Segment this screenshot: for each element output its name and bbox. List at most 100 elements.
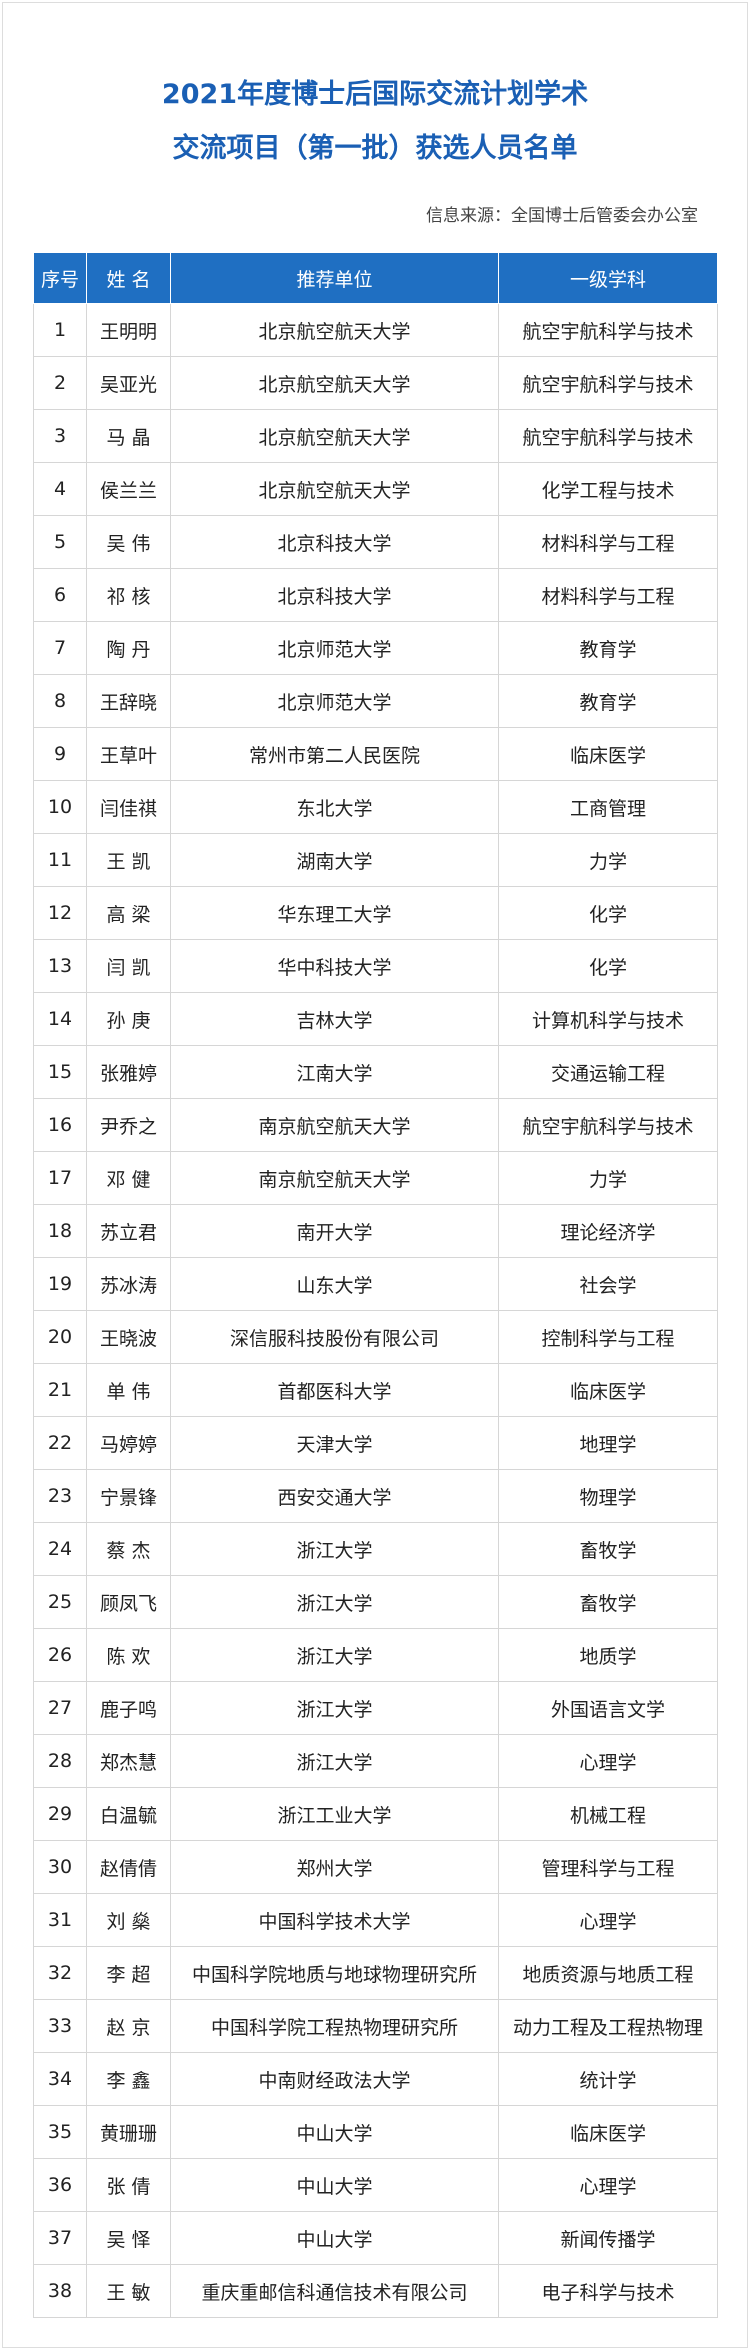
institution: 北京科技大学 xyxy=(170,515,499,569)
institution: 重庆重邮信科通信技术有限公司 xyxy=(170,2264,499,2318)
discipline: 航空宇航科学与技术 xyxy=(498,303,718,357)
name: 邓 健 xyxy=(86,1151,171,1205)
name: 李 超 xyxy=(86,1946,171,2000)
institution: 南京航空航天大学 xyxy=(170,1151,499,1205)
name: 赵倩倩 xyxy=(86,1840,171,1894)
name: 张雅婷 xyxy=(86,1045,171,1099)
table-row: 22 马婷婷 天津大学 地理学 xyxy=(33,1416,718,1470)
institution: 中山大学 xyxy=(170,2105,499,2159)
table-row: 35 黄珊珊 中山大学 临床医学 xyxy=(33,2105,718,2159)
table-row: 27 鹿子鸣 浙江大学 外国语言文学 xyxy=(33,1681,718,1735)
institution: 首都医科大学 xyxy=(170,1363,499,1417)
institution: 华中科技大学 xyxy=(170,939,499,993)
row-number: 27 xyxy=(33,1681,87,1735)
roster-table: 序号姓 名推荐单位 一级学科 1 王明明 北京航空航天大学 航空宇航科学与技术 2 吴亚光北… xyxy=(33,252,718,2318)
discipline: 交通运输工程 xyxy=(498,1045,718,1099)
discipline: 电子科学与技术 xyxy=(498,2264,718,2318)
institution: 北京师范大学 xyxy=(170,674,499,728)
table-row: 33 赵 京中国科学院工程热物理研究所 动力工程及工程热物理 xyxy=(33,1999,718,2053)
institution: 南京航空航天大学 xyxy=(170,1098,499,1152)
table-row: 16 尹乔之 南京航空航天大学 航空宇航科学与技术 xyxy=(33,1098,718,1152)
institution: 浙江大学 xyxy=(170,1575,499,1629)
row-number: 31 xyxy=(33,1893,87,1947)
source-note: 信息来源：全国博士后管委会办公室 xyxy=(426,206,698,226)
discipline: 临床医学 xyxy=(498,727,718,781)
row-number: 19 xyxy=(33,1257,87,1311)
name: 吴亚光 xyxy=(86,356,171,410)
row-number: 24 xyxy=(33,1522,87,1576)
name: 马 晶 xyxy=(86,409,171,463)
row-number: 4 xyxy=(33,462,87,516)
institution: 浙江大学 xyxy=(170,1522,499,1576)
row-number: 11 xyxy=(33,833,87,887)
row-number: 8 xyxy=(33,674,87,728)
name: 陈 欢 xyxy=(86,1628,171,1682)
title: 2021年度博士后国际交流计划学术 xyxy=(161,79,589,110)
institution: 北京航空航天大学 xyxy=(170,356,499,410)
title: 交流项目（第一批）获选人员名单 xyxy=(172,133,578,164)
institution: 中山大学 xyxy=(170,2211,499,2265)
name: 苏立君 xyxy=(86,1204,171,1258)
discipline: 工商管理 xyxy=(498,780,718,834)
row-number: 14 xyxy=(33,992,87,1046)
table-row: 24 蔡 杰浙江大学 畜牧学 xyxy=(33,1522,718,1576)
discipline: 理论经济学 xyxy=(498,1204,718,1258)
discipline: 计算机科学与技术 xyxy=(498,992,718,1046)
row-number: 18 xyxy=(33,1204,87,1258)
institution: 浙江大学 xyxy=(170,1681,499,1735)
header-row: 序号姓 名推荐单位 一级学科 xyxy=(33,252,718,304)
discipline: 材料科学与工程 xyxy=(498,568,718,622)
table-row: 20 王晓波 深信服科技股份有限公司 控制科学与工程 xyxy=(33,1310,718,1364)
discipline: 外国语言文学 xyxy=(498,1681,718,1735)
row-number: 16 xyxy=(33,1098,87,1152)
table-row: 11 王 凯湖南大学 力学 xyxy=(33,833,718,887)
row-number: 2 xyxy=(33,356,87,410)
row-number: 20 xyxy=(33,1310,87,1364)
table-row: 15 张雅婷 江南大学 交通运输工程 xyxy=(33,1045,718,1099)
institution: 西安交通大学 xyxy=(170,1469,499,1523)
name: 黄珊珊 xyxy=(86,2105,171,2159)
table-row: 34 李 鑫中南财经政法大学 统计学 xyxy=(33,2052,718,2106)
discipline: 临床医学 xyxy=(498,1363,718,1417)
name: 孙 庚 xyxy=(86,992,171,1046)
institution: 浙江工业大学 xyxy=(170,1787,499,1841)
name: 马婷婷 xyxy=(86,1416,171,1470)
institution: 北京航空航天大学 xyxy=(170,462,499,516)
discipline: 畜牧学 xyxy=(498,1522,718,1576)
discipline: 航空宇航科学与技术 xyxy=(498,409,718,463)
table-row: 10 闫佳祺 东北大学 工商管理 xyxy=(33,780,718,834)
institution: 中国科学院地质与地球物理研究所 xyxy=(170,1946,499,2000)
row-number: 30 xyxy=(33,1840,87,1894)
name: 王明明 xyxy=(86,303,171,357)
row-number: 32 xyxy=(33,1946,87,2000)
row-number: 13 xyxy=(33,939,87,993)
name: 鹿子鸣 xyxy=(86,1681,171,1735)
name: 蔡 杰 xyxy=(86,1522,171,1576)
institution: 东北大学 xyxy=(170,780,499,834)
institution: 常州市第二人民医院 xyxy=(170,727,499,781)
institution: 吉林大学 xyxy=(170,992,499,1046)
row-number: 33 xyxy=(33,1999,87,2053)
row-number: 22 xyxy=(33,1416,87,1470)
institution: 中南财经政法大学 xyxy=(170,2052,499,2106)
row-number: 25 xyxy=(33,1575,87,1629)
discipline: 物理学 xyxy=(498,1469,718,1523)
row-number: 34 xyxy=(33,2052,87,2106)
table-row: 8 王辞晓 北京师范大学 教育学 xyxy=(33,674,718,728)
row-number: 38 xyxy=(33,2264,87,2318)
discipline: 航空宇航科学与技术 xyxy=(498,1098,718,1152)
table-row: 32 李 超中国科学院地质与地球物理研究所 地质资源与地质工程 xyxy=(33,1946,718,2000)
discipline: 力学 xyxy=(498,1151,718,1205)
discipline: 管理科学与工程 xyxy=(498,1840,718,1894)
row-number: 12 xyxy=(33,886,87,940)
row-number: 3 xyxy=(33,409,87,463)
discipline: 畜牧学 xyxy=(498,1575,718,1629)
table-row: 18 苏立君 南开大学 理论经济学 xyxy=(33,1204,718,1258)
discipline: 航空宇航科学与技术 xyxy=(498,356,718,410)
institution: 江南大学 xyxy=(170,1045,499,1099)
discipline: 地理学 xyxy=(498,1416,718,1470)
name: 吴 怿 xyxy=(86,2211,171,2265)
table-row: 36 张 倩中山大学 心理学 xyxy=(33,2158,718,2212)
